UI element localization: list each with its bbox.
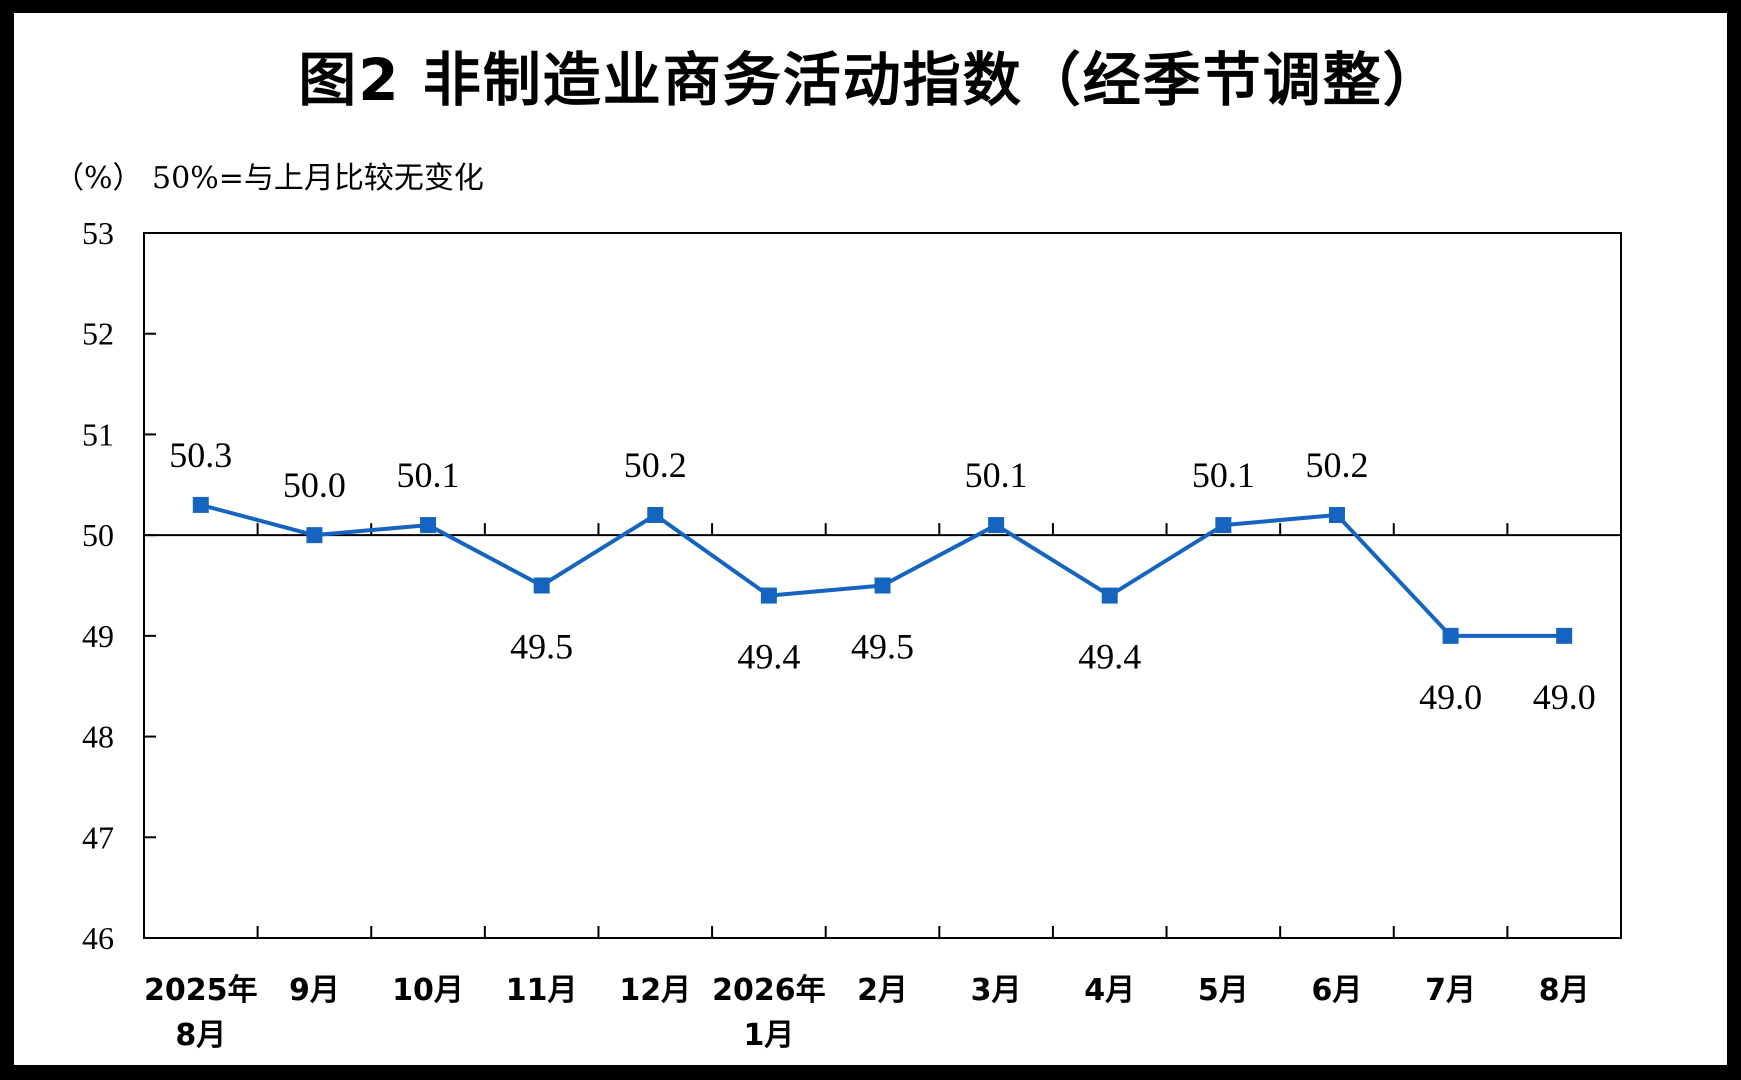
x-tick-label: 8月: [1539, 973, 1590, 1008]
data-label: 49.0: [1419, 677, 1482, 717]
data-label: 50.0: [283, 465, 346, 505]
data-point-marker: [1442, 627, 1459, 644]
y-tick-label: 52: [82, 316, 114, 352]
data-point-marker: [647, 507, 664, 523]
x-tick-label: 2月: [857, 973, 908, 1008]
data-point-marker: [874, 577, 891, 594]
y-tick-label: 47: [82, 819, 114, 855]
y-tick-label: 48: [82, 719, 114, 755]
y-tick-label: 51: [82, 416, 114, 452]
data-point-marker: [1101, 587, 1118, 604]
series-line: [200, 502, 1565, 638]
data-label: 49.0: [1533, 677, 1596, 717]
y-tick-label: 46: [82, 920, 114, 956]
plot-area-border: [143, 232, 1622, 939]
chart-subtitle: （%） 50%=与上月比较无变化: [54, 161, 484, 196]
data-point-marker: [1556, 627, 1573, 644]
data-point-marker: [760, 587, 777, 604]
x-tick-label: 3月: [971, 973, 1022, 1008]
x-tick-label: 1月: [743, 1018, 794, 1053]
data-label: 49.5: [851, 627, 914, 667]
data-label: 50.2: [1305, 445, 1368, 485]
chart-frame: 图2 非制造业商务活动指数（经季节调整） （%） 50%=与上月比较无变化 46…: [14, 13, 1727, 1065]
data-label: 49.4: [1078, 637, 1141, 677]
data-point-marker: [306, 527, 323, 544]
x-tick-label: 4月: [1084, 973, 1135, 1008]
x-tick-label: 12月: [619, 973, 691, 1008]
data-label: 49.4: [737, 637, 800, 677]
x-tick-label: 2025年: [144, 973, 258, 1008]
line-chart: 46 47 48 49 50 51 52 53 2025年 8月 9月 10月 11月 12月 2026年 1…: [82, 215, 1622, 1053]
data-point-marker: [192, 496, 209, 513]
y-tick-label: 50: [82, 517, 114, 553]
x-tick-label: 10月: [392, 973, 464, 1008]
data-point-marker: [420, 517, 437, 534]
y-tick-label: 53: [82, 215, 114, 251]
data-point-marker: [533, 577, 550, 594]
data-point-marker: [1215, 517, 1232, 534]
data-label: 50.1: [965, 455, 1028, 495]
x-tick-label: 2026年: [712, 973, 826, 1008]
x-tick-label: 11月: [506, 973, 578, 1008]
data-label: 50.1: [1192, 455, 1255, 495]
data-label: 50.1: [397, 455, 460, 495]
x-tick-label: 5月: [1198, 973, 1249, 1008]
data-label: 49.5: [510, 627, 573, 667]
x-tick-label: 7月: [1425, 973, 1476, 1008]
data-point-marker: [1328, 507, 1345, 523]
data-label: 50.2: [624, 445, 687, 485]
chart-title: 图2 非制造业商务活动指数（经季节调整）: [298, 46, 1443, 114]
x-tick-label: 9月: [289, 973, 340, 1008]
x-tick-label: 8月: [175, 1018, 226, 1053]
data-label: 50.3: [169, 435, 232, 475]
data-point-marker: [988, 517, 1005, 534]
x-tick-label: 6月: [1312, 973, 1363, 1008]
y-tick-label: 49: [82, 618, 114, 654]
